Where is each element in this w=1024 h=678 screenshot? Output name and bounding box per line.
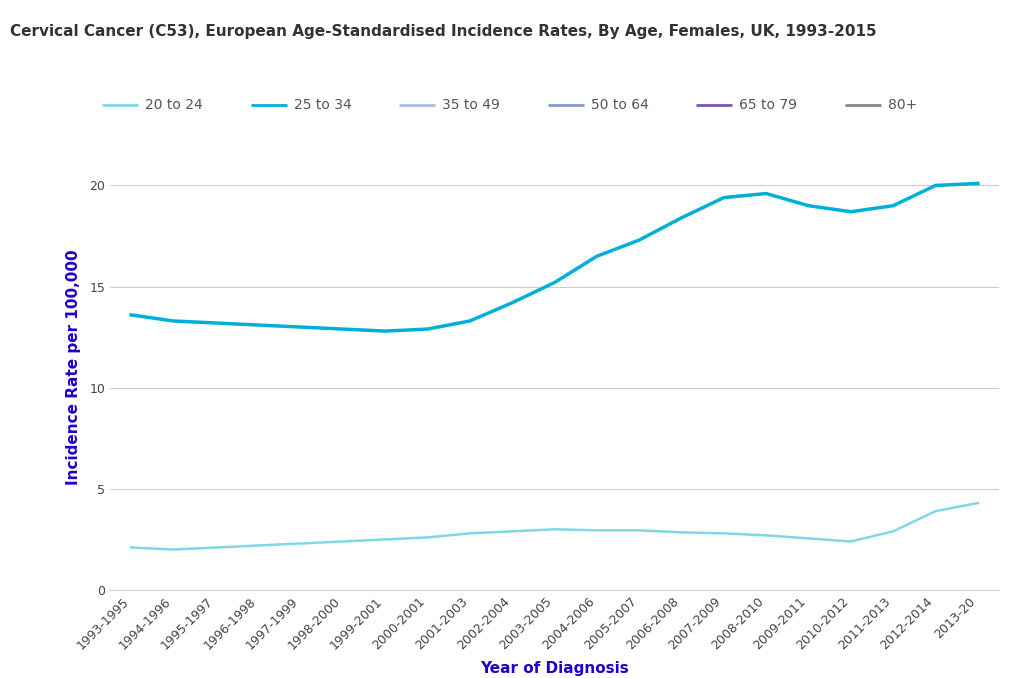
Line: 25 to 34: 25 to 34 bbox=[131, 184, 978, 331]
Text: 35 to 49: 35 to 49 bbox=[442, 98, 501, 112]
Text: 80+: 80+ bbox=[888, 98, 918, 112]
25 to 34 bbox=[549, 279, 561, 287]
20 to 24 bbox=[760, 532, 772, 540]
Text: 25 to 34: 25 to 34 bbox=[294, 98, 351, 112]
20 to 24 bbox=[591, 526, 603, 534]
25 to 34 bbox=[421, 325, 433, 333]
20 to 24 bbox=[676, 528, 688, 536]
25 to 34 bbox=[252, 321, 264, 329]
Text: 50 to 64: 50 to 64 bbox=[591, 98, 649, 112]
20 to 24 bbox=[125, 544, 137, 552]
25 to 34 bbox=[633, 236, 645, 244]
20 to 24 bbox=[549, 525, 561, 534]
Text: Cervical Cancer (C53), European Age-Standardised Incidence Rates, By Age, Female: Cervical Cancer (C53), European Age-Stan… bbox=[10, 24, 877, 39]
25 to 34 bbox=[930, 182, 942, 190]
Y-axis label: Incidence Rate per 100,000: Incidence Rate per 100,000 bbox=[66, 250, 81, 485]
25 to 34 bbox=[167, 317, 179, 325]
25 to 34 bbox=[125, 311, 137, 319]
20 to 24 bbox=[506, 527, 518, 536]
20 to 24 bbox=[803, 534, 815, 542]
25 to 34 bbox=[845, 207, 857, 216]
25 to 34 bbox=[337, 325, 349, 333]
25 to 34 bbox=[464, 317, 476, 325]
Text: 65 to 79: 65 to 79 bbox=[739, 98, 798, 112]
25 to 34 bbox=[676, 214, 688, 222]
25 to 34 bbox=[760, 189, 772, 197]
20 to 24 bbox=[379, 536, 391, 544]
20 to 24 bbox=[210, 544, 222, 552]
25 to 34 bbox=[803, 201, 815, 210]
Text: 20 to 24: 20 to 24 bbox=[145, 98, 203, 112]
25 to 34 bbox=[718, 193, 730, 201]
20 to 24 bbox=[972, 499, 984, 507]
20 to 24 bbox=[633, 526, 645, 534]
25 to 34 bbox=[972, 180, 984, 188]
20 to 24 bbox=[421, 534, 433, 542]
25 to 34 bbox=[591, 252, 603, 260]
20 to 24 bbox=[337, 538, 349, 546]
25 to 34 bbox=[887, 201, 899, 210]
25 to 34 bbox=[210, 319, 222, 327]
25 to 34 bbox=[506, 299, 518, 307]
20 to 24 bbox=[294, 540, 306, 548]
X-axis label: Year of Diagnosis: Year of Diagnosis bbox=[480, 660, 629, 676]
20 to 24 bbox=[930, 507, 942, 515]
20 to 24 bbox=[887, 527, 899, 536]
Line: 20 to 24: 20 to 24 bbox=[131, 503, 978, 550]
20 to 24 bbox=[464, 530, 476, 538]
25 to 34 bbox=[294, 323, 306, 331]
20 to 24 bbox=[167, 546, 179, 554]
20 to 24 bbox=[845, 538, 857, 546]
25 to 34 bbox=[379, 327, 391, 335]
20 to 24 bbox=[718, 530, 730, 538]
20 to 24 bbox=[252, 542, 264, 550]
